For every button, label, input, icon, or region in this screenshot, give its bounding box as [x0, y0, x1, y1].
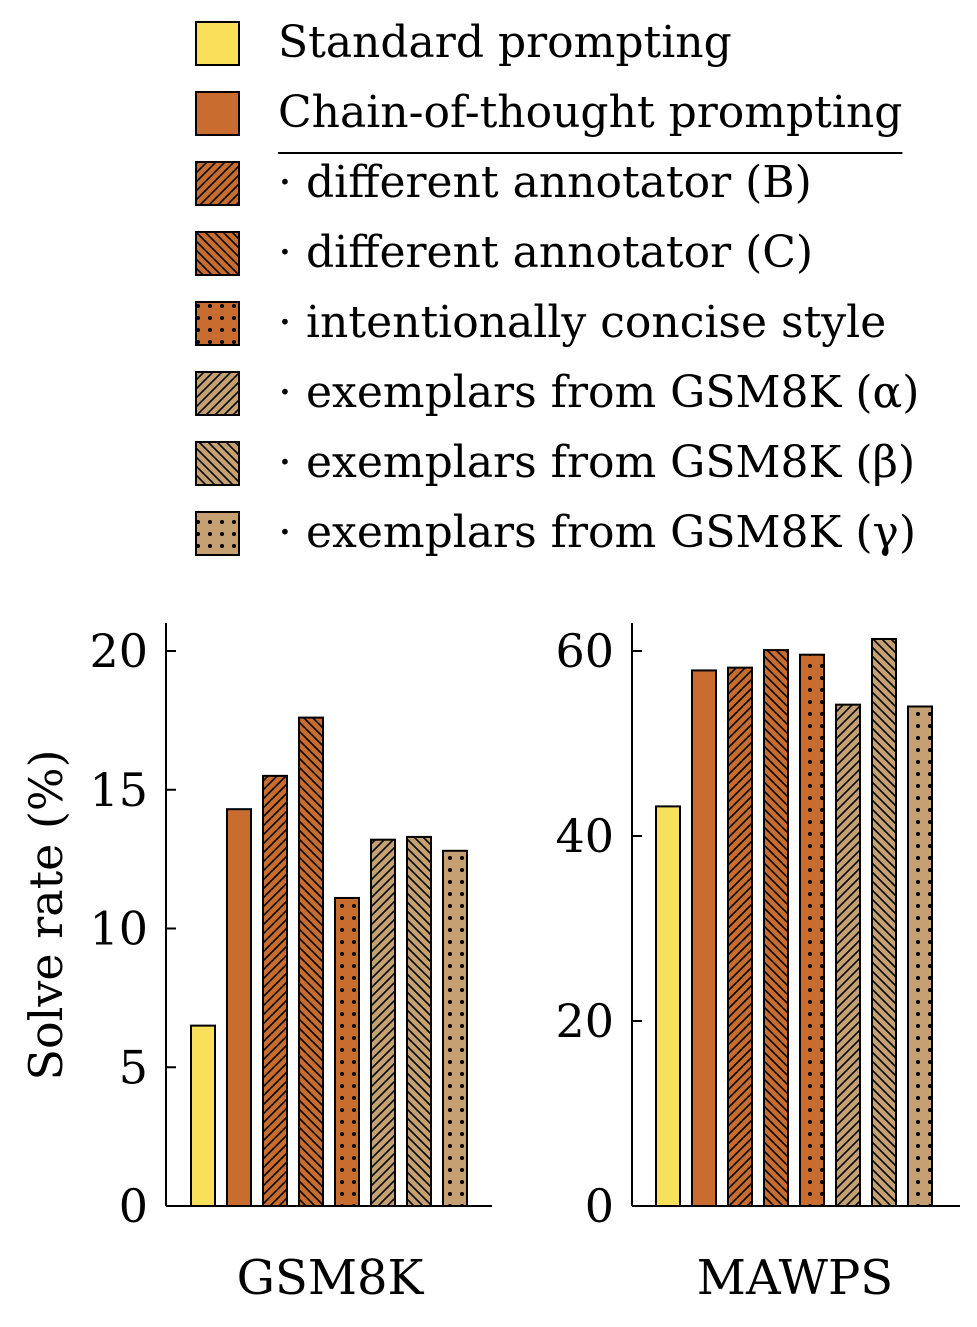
bar-border-mawps-2 — [727, 666, 753, 1207]
panel-gsm8k: GSM8K 0 5 10 15 20 — [89, 623, 492, 1306]
legend-swatch-pattern-3 — [196, 232, 239, 275]
bar-pattern-mawps-3 — [764, 650, 788, 1206]
bar-pattern-gsm8k-3 — [299, 717, 323, 1206]
bar-border-gsm8k-5 — [370, 838, 396, 1207]
bar-border-mawps-7 — [907, 705, 933, 1207]
panel-mawps: MAWPS 0 20 40 60 — [555, 623, 960, 1306]
legend-swatch-border-3 — [195, 231, 240, 276]
legend-label-7: · exemplars from GSM8K (γ) — [278, 507, 916, 558]
legend-swatch-pattern-4 — [196, 302, 239, 345]
y-tick-label: 0 — [119, 1179, 148, 1233]
panel-title-gsm8k: GSM8K — [237, 1250, 425, 1306]
legend-label-4: · intentionally concise style — [278, 297, 886, 348]
legend-swatch-border-7 — [195, 511, 240, 556]
bar-border-mawps-5 — [835, 703, 861, 1208]
bar-border-gsm8k-4 — [334, 896, 360, 1207]
legend-swatch-border-5 — [195, 371, 240, 416]
bar-pattern-mawps-4 — [800, 654, 824, 1206]
y-tick-label: 20 — [555, 994, 614, 1048]
legend-swatch-border-4 — [195, 301, 240, 346]
legend-swatch-border-0 — [195, 21, 240, 66]
bar-border-mawps-6 — [871, 637, 897, 1207]
y-axis-title: Solve rate (%) — [19, 749, 73, 1080]
bar-pattern-mawps-6 — [872, 638, 896, 1206]
bar-border-gsm8k-6 — [406, 835, 432, 1207]
bar-border-gsm8k-7 — [442, 849, 468, 1207]
y-tick-label: 15 — [89, 763, 148, 817]
panel-title-mawps: MAWPS — [697, 1250, 893, 1306]
bar-mawps-1 — [692, 670, 716, 1206]
y-tick-label: 40 — [555, 809, 614, 863]
legend-label-1: Chain-of-thought prompting — [278, 87, 902, 138]
legend-swatch-border-1 — [195, 91, 240, 136]
bar-border-gsm8k-0 — [190, 1024, 216, 1207]
bar-border-gsm8k-1 — [226, 808, 252, 1207]
bar-border-gsm8k-3 — [298, 716, 324, 1207]
bar-gsm8k-0 — [191, 1025, 215, 1206]
legend-swatch-border-2 — [195, 161, 240, 206]
bar-border-mawps-3 — [763, 649, 789, 1207]
legend-swatch-pattern-2 — [196, 162, 239, 205]
bar-gsm8k-1 — [227, 809, 251, 1206]
legend-label-0: Standard prompting — [278, 17, 732, 68]
legend-swatch-1 — [196, 92, 239, 135]
bar-pattern-gsm8k-5 — [371, 839, 395, 1206]
bar-pattern-gsm8k-7 — [443, 850, 467, 1206]
bar-border-mawps-4 — [799, 653, 825, 1207]
legend-label-6: · exemplars from GSM8K (β) — [278, 437, 915, 488]
legend-swatch-pattern-6 — [196, 442, 239, 485]
legend-label-5: · exemplars from GSM8K (α) — [278, 367, 919, 418]
bar-border-gsm8k-2 — [262, 774, 288, 1207]
bar-pattern-mawps-5 — [836, 704, 860, 1206]
legend-swatch-pattern-5 — [196, 372, 239, 415]
bar-pattern-mawps-2 — [728, 667, 752, 1206]
y-tick-label: 20 — [89, 624, 148, 678]
bar-border-mawps-0 — [655, 805, 681, 1208]
bar-border-mawps-1 — [691, 669, 717, 1207]
y-tick-label: 60 — [555, 624, 614, 678]
legend: Standard prompting Chain-of-thought promp… — [195, 17, 919, 558]
bar-pattern-gsm8k-4 — [335, 897, 359, 1206]
legend-swatch-border-6 — [195, 441, 240, 486]
y-tick-label: 0 — [585, 1179, 614, 1233]
bar-pattern-gsm8k-2 — [263, 775, 287, 1206]
legend-swatch-pattern-7 — [196, 512, 239, 555]
legend-swatch-0 — [196, 22, 239, 65]
y-tick-label: 5 — [119, 1040, 148, 1094]
bar-pattern-mawps-7 — [908, 706, 932, 1206]
legend-label-3: · different annotator (C) — [278, 227, 813, 278]
legend-label-2: · different annotator (B) — [278, 157, 812, 208]
bar-pattern-gsm8k-6 — [407, 836, 431, 1206]
y-tick-label: 10 — [89, 902, 148, 956]
bar-mawps-0 — [656, 806, 680, 1206]
